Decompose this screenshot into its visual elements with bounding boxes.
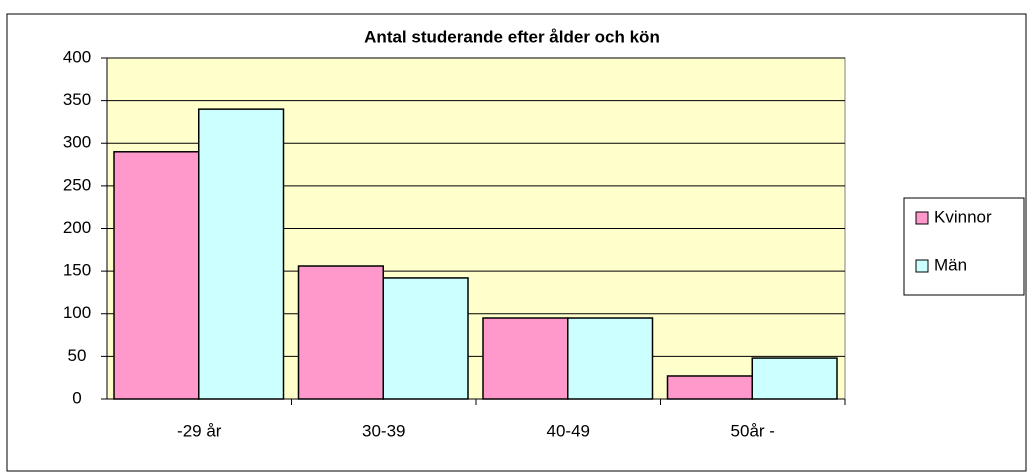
chart-title: Antal studerande efter ålder och kön [364,27,660,46]
legend-swatch [915,211,929,225]
y-tick-label: 350 [63,90,91,109]
y-tick-label: 250 [63,175,91,194]
x-tick-label: 40-49 [547,421,590,440]
bar [113,151,200,400]
y-tick-label: 50 [68,346,87,365]
y-tick-label: 100 [63,303,91,322]
x-tick-label: 50år - [731,421,775,440]
legend-label: Män [934,255,967,274]
bar [751,357,838,400]
x-tick-label: 30-39 [362,421,405,440]
y-tick-label: 400 [63,47,91,66]
bar [482,317,569,400]
bar [567,317,654,400]
y-tick-label: 200 [63,218,91,237]
bar [666,375,753,400]
y-tick-label: 300 [63,133,91,152]
bar [297,265,384,400]
bar [198,108,285,400]
legend-swatch [915,259,929,273]
legend-label: Kvinnor [934,207,992,226]
y-tick-label: 0 [72,388,81,407]
y-tick-label: 150 [63,261,91,280]
x-tick-label: -29 år [177,421,222,440]
bar [382,277,469,400]
